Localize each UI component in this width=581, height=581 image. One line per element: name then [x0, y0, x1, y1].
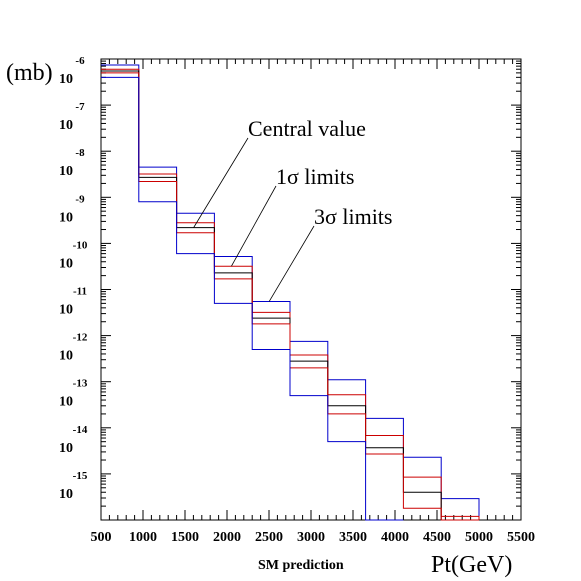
- y-tick-label-base: 10: [59, 72, 73, 87]
- x-tick-label: 4500: [423, 530, 451, 545]
- y-tick-label-exponent: -9: [75, 193, 85, 205]
- y-axis-label: (mb): [6, 60, 53, 86]
- y-tick-labels: 10-610-710-810-910-1010-1110-1210-1310-1…: [59, 55, 88, 502]
- annotation-layer: Central value 1σ limits 3σ limits: [193, 116, 392, 302]
- y-tick-label-base: 10: [59, 487, 73, 502]
- y-tick-label-exponent: -15: [73, 470, 88, 482]
- y-tick-label-base: 10: [59, 210, 73, 225]
- x-tick-label: 5500: [507, 530, 535, 545]
- y-tick-label-exponent: -12: [73, 332, 88, 344]
- y-tick-label-exponent: -13: [73, 378, 88, 390]
- x-axis-label: Pt(GeV): [431, 552, 512, 578]
- y-tick-label-exponent: -11: [73, 286, 87, 298]
- y-tick-label-exponent: -6: [75, 55, 85, 67]
- annotation-leader-line: [193, 137, 249, 228]
- annotation-label: 1σ limits: [276, 164, 354, 189]
- y-tick-label-exponent: -8: [75, 147, 85, 159]
- y-minor-ticks: [101, 60, 521, 507]
- x-tick-label: 5000: [465, 530, 493, 545]
- series-layer: [101, 64, 480, 521]
- y-tick-label-base: 10: [59, 395, 73, 410]
- x-tick-label: 4000: [381, 530, 409, 545]
- y-tick-label-exponent: -14: [73, 424, 88, 436]
- annotation-label: 3σ limits: [314, 204, 392, 229]
- x-tick-label: 3000: [297, 530, 325, 545]
- annotation-label: Central value: [248, 116, 366, 141]
- chart-caption: SM prediction: [258, 558, 344, 573]
- annotation-leader-line: [268, 225, 315, 302]
- y-major-ticks: [101, 58, 521, 475]
- series-one-sigma-lower-line: [101, 72, 479, 521]
- y-tick-label-base: 10: [59, 441, 73, 456]
- y-tick-label-exponent: -7: [75, 101, 85, 113]
- y-tick-label-base: 10: [59, 349, 73, 364]
- y-tick-label-base: 10: [59, 303, 73, 318]
- x-tick-label: 500: [91, 530, 112, 545]
- y-tick-label-base: 10: [59, 118, 73, 133]
- annotation-leader-line: [231, 185, 277, 267]
- y-tick-label-base: 10: [59, 256, 73, 271]
- x-tick-label: 1000: [129, 530, 157, 545]
- x-tick-label: 2500: [255, 530, 283, 545]
- y-tick-label-base: 10: [59, 164, 73, 179]
- x-tick-label: 3500: [339, 530, 367, 545]
- x-tick-label: 1500: [171, 530, 199, 545]
- x-tick-labels: 500 1000 1500 2000 2500 3000 3500 4000 4500 5000 5…: [91, 530, 536, 545]
- series-three-sigma-lower-line: [101, 76, 404, 521]
- x-ticks: [100, 59, 522, 520]
- x-tick-label: 2000: [213, 530, 241, 545]
- y-tick-label-exponent: -10: [73, 239, 88, 251]
